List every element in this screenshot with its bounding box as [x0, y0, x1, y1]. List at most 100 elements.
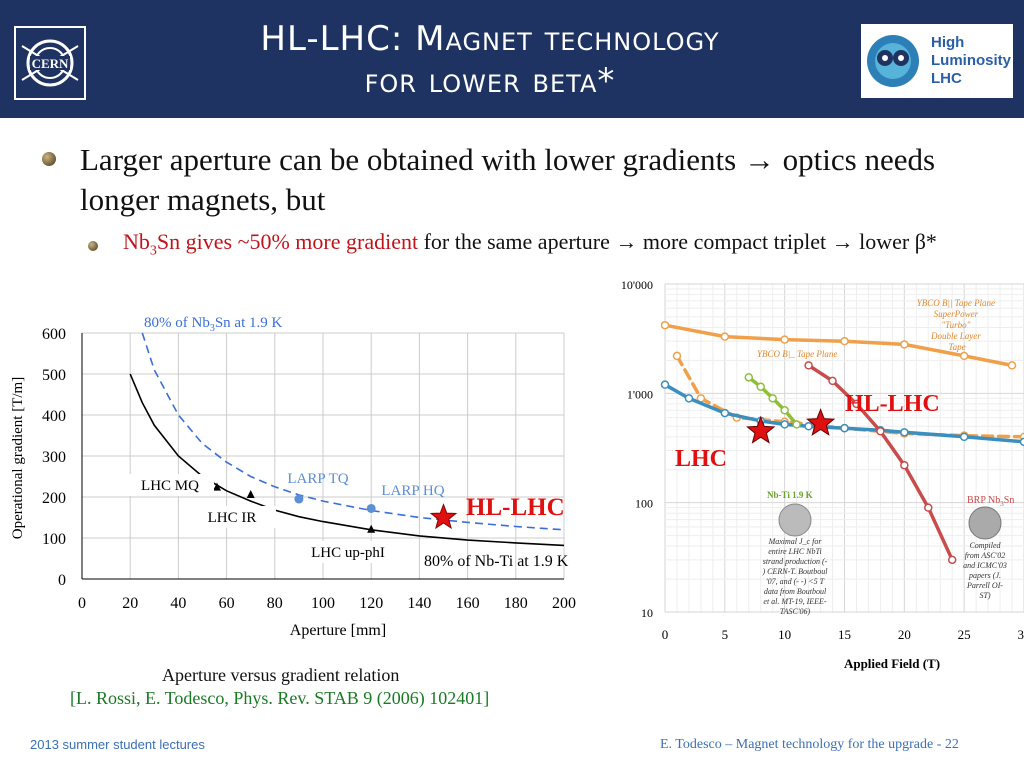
left-chart-ylabel: Operational gradient [T/m] [10, 377, 26, 539]
series-point [840, 423, 849, 433]
y-tick-label: 200 [42, 490, 66, 507]
y-tick-label: 10 [641, 606, 653, 620]
ybco-perp-label: YBCO B|_ Tape Plane [757, 349, 837, 359]
series-point [804, 421, 813, 431]
x-tick-label: 10 [778, 627, 791, 642]
x-tick-label: 5 [722, 627, 729, 642]
x-tick-label: 180 [504, 595, 528, 612]
aperture-gradient-chart: 0 20 40 60 80 100 120 140 160 180 200 0 100 200 300 400… [10, 315, 576, 639]
footer-right-text: E. Todesco – Magnet technology for the u… [660, 737, 959, 752]
bullet-icon [42, 152, 56, 166]
hl-logo-line-1: High [931, 34, 965, 51]
series-point [828, 376, 837, 386]
point-label-bg [126, 474, 214, 496]
series-point [1019, 437, 1024, 447]
chart-caption: Aperture versus gradient relation [162, 665, 400, 685]
point-label: LHC IR [208, 510, 257, 526]
x-tick-label: 20 [122, 595, 138, 612]
hl-logo-text: High Luminosity LHC [931, 34, 1011, 88]
series-point [840, 336, 849, 346]
title-line-2: for lower beta* [364, 61, 616, 101]
point-label: LHC MQ [141, 478, 199, 494]
x-tick-label: 0 [662, 627, 669, 642]
x-tick-label: 60 [219, 595, 235, 612]
hl-lhc-left-label: HL-LHC [466, 494, 565, 521]
x-tick-label: 120 [359, 595, 383, 612]
x-tick-label: 40 [170, 595, 186, 612]
point-label: LHC up-phI [311, 545, 385, 561]
nb3sn-curve-label: 80% of Nb3Sn at 1.9 K [144, 315, 282, 334]
series-point [720, 332, 730, 341]
series-point [744, 373, 754, 382]
slide-title: HL-LHC: Magnet technology for lower beta… [140, 18, 840, 102]
series-point [900, 460, 909, 470]
hl-lhc-right-label: HL-LHC [845, 391, 940, 417]
footer-left-text: 2013 summer student lectures [30, 737, 205, 752]
point-label: LARP TQ [287, 471, 348, 487]
series-point [660, 380, 670, 389]
lhc-star [746, 415, 776, 444]
slide-header: CERN HL-LHC: Magnet technology for lower… [0, 0, 1024, 118]
bi-right-label: BRP Nb3Sn [967, 495, 1014, 508]
hl-logo-line-2: Luminosity [931, 52, 1012, 69]
x-tick-label: 100 [311, 595, 335, 612]
series-point [852, 399, 861, 409]
data-point-triangle [367, 524, 376, 533]
nbti-curve-label: 80% of Nb-Ti at 1.9 K [424, 553, 569, 570]
data-point-triangle [212, 482, 221, 491]
sub-bullet-red-sub: 3 [149, 243, 157, 259]
cern-logo-icon: CERN [14, 26, 86, 100]
point-label-bg [304, 541, 392, 563]
title-line-1: HL-LHC: Magnet technology [260, 19, 720, 59]
hl-lhc-star [429, 503, 458, 530]
series-point [756, 382, 765, 391]
y-tick-label: 400 [42, 408, 66, 425]
sub-bullet-red-prefix: Nb [123, 229, 150, 254]
series-point [947, 555, 957, 565]
series-point [768, 394, 777, 403]
series-point [792, 420, 801, 429]
hl-logo-line-3: LHC [931, 70, 962, 87]
data-point-triangle [246, 489, 255, 498]
hl-lhc-logo-icon [867, 35, 919, 87]
series-point [804, 361, 813, 370]
series-point [876, 426, 885, 436]
hl-lhc-logo: High Luminosity LHC [861, 24, 1013, 98]
data-point-circle [366, 503, 376, 513]
cern-logo-text: CERN [32, 56, 69, 71]
series-line [141, 332, 565, 531]
x-tick-label: 160 [456, 595, 480, 612]
y-tick-label: 0 [58, 572, 66, 589]
series-point [780, 335, 789, 344]
series-point [900, 428, 909, 437]
point-label-bg [188, 506, 276, 528]
series-point [684, 394, 694, 403]
bi-strand-photo [968, 506, 1002, 540]
x-tick-label: 25 [958, 627, 971, 642]
left-chart-xlabel: Aperture [mm] [290, 622, 386, 639]
y-tick-label: 600 [42, 326, 66, 343]
x-tick-label: 30 [1018, 627, 1024, 642]
y-tick-label: 1'000 [627, 387, 653, 401]
chart-citation: [L. Rossi, E. Todesco, Phys. Rev. STAB 9… [70, 688, 490, 708]
nbti-note: Maximal J_c for entire LHC NbTi strand pro… [762, 537, 829, 616]
left-chart-ticks: 0 20 40 60 80 100 120 140 160 180 200 0 100 200 300 400… [42, 326, 576, 612]
right-chart-ticks: 0 5 10 15 20 25 30 10 100 1'000 10'000 [621, 278, 1024, 642]
series-point [720, 408, 730, 418]
ybco-parallel-label: YBCO B|| Tape Plane SuperPower "Turbo" D… [917, 298, 998, 352]
y-tick-label: 10'000 [621, 278, 653, 292]
bi-note: Compiled from ASC'02 and ICMC'03 papers (J.… [963, 541, 1007, 600]
x-tick-label: 140 [407, 595, 431, 612]
nbti-right-label: Nb-Ti 1.9 K [767, 490, 813, 500]
critical-current-chart: 0 5 10 15 20 25 30 10 100 1'000 10'000 Applied Fie… [621, 278, 1024, 671]
series-point [924, 503, 933, 512]
series-point [959, 432, 969, 442]
sub-bullet-black-text: for the same aperture → more compact tri… [418, 229, 937, 254]
sub-bullet-red-suffix: Sn gives ~50% more gradient [156, 229, 419, 254]
series-point [780, 420, 789, 429]
x-tick-label: 15 [838, 627, 851, 642]
sub-bullet-text: Nb3Sn gives ~50% more gradient for the s… [123, 228, 983, 265]
series-point [672, 351, 682, 361]
x-tick-label: 200 [552, 595, 576, 612]
series-point [660, 320, 670, 330]
